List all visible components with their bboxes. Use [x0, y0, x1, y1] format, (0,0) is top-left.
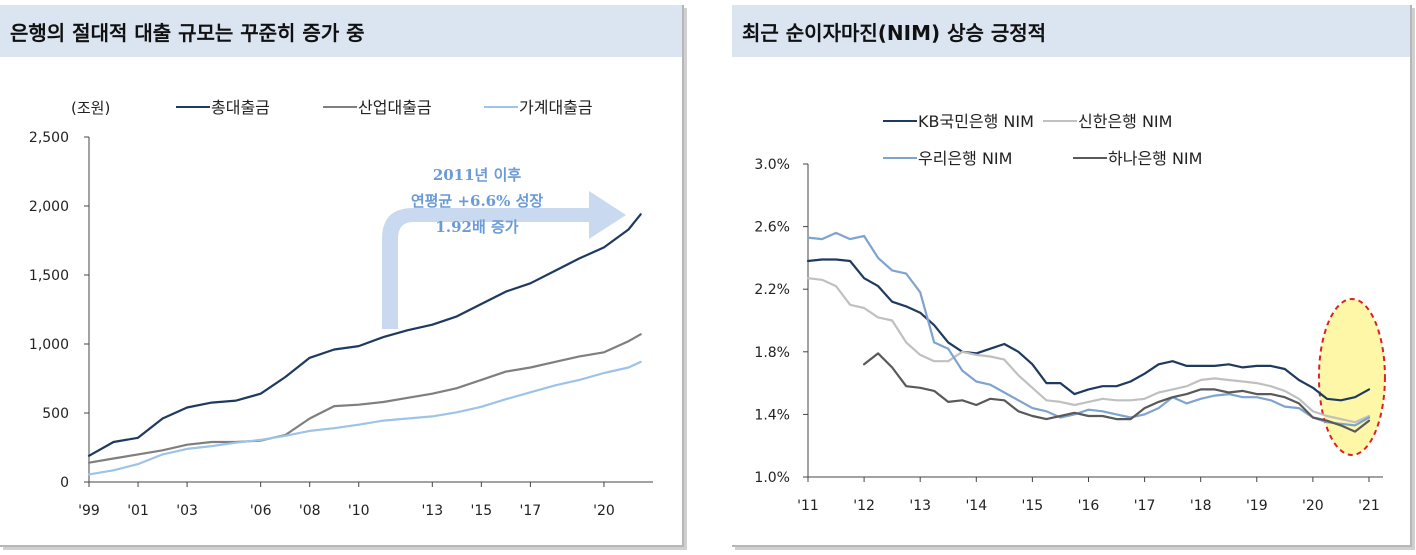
x-tick-label: '13	[421, 503, 443, 519]
y-tick-label: 2,500	[29, 130, 69, 146]
x-tick-label: '14	[965, 498, 987, 514]
legend-label: 하나은행 NIM	[1108, 149, 1202, 168]
series-line-3	[806, 231, 1371, 427]
x-tick-label: '17	[520, 503, 542, 519]
annotation-line: 연평균 +6.6% 성장	[411, 192, 544, 210]
annotation-line: 2011년 이후	[433, 166, 522, 184]
y-tick-label: 1.8%	[754, 345, 790, 361]
series-line-1	[87, 213, 642, 457]
nim-chart: 1.0% 1.4% 1.8% 2.2% 2.6% 3.0% '11 '12 '13 '14 '15 '…	[754, 112, 1386, 514]
x-tick-label: '15	[1022, 498, 1044, 514]
x-tick-label: '16	[1078, 498, 1100, 514]
legend-label: 산업대출금	[358, 98, 432, 117]
legend-label: 가계대출금	[519, 98, 593, 117]
x-tick-label: '03	[176, 503, 198, 519]
y-tick-label: 1.0%	[754, 470, 790, 486]
right-chart-area: 1.0% 1.4% 1.8% 2.2% 2.6% 3.0% '11 '12 '13 '14 '15 '…	[732, 57, 1410, 545]
series-line-2	[87, 333, 642, 464]
right-panel-title: 최근 순이자마진(NIM) 상승 긍정적	[732, 5, 1410, 57]
y-tick-label: 1,500	[29, 268, 69, 284]
growth-arrow	[382, 191, 626, 329]
x-tick-label: '01	[127, 503, 149, 519]
y-tick-label: 3.0%	[754, 157, 790, 173]
x-tick-label: '08	[299, 503, 321, 519]
left-panel-title: 은행의 절대적 대출 규모는 꾸준히 증가 중	[0, 5, 682, 57]
x-tick-label: '15	[471, 503, 493, 519]
annotation-line: 1.92배 증가	[435, 218, 518, 236]
y-tick-label: 1.4%	[754, 407, 790, 423]
series-line-2	[806, 277, 1371, 424]
x-tick-label: '17	[1134, 498, 1156, 514]
legend-label: 우리은행 NIM	[918, 149, 1012, 168]
x-tick-label: '12	[853, 498, 875, 514]
left-chart-area: 0 500 1,000 1,500 2,000 2,500 '99 '01 '03 '06 '08 '…	[0, 57, 682, 545]
x-tick-label: '20	[593, 503, 615, 519]
series-line-1	[806, 258, 1371, 402]
y-tick-label: 2.6%	[754, 220, 790, 236]
y-tick-label: 2.2%	[754, 282, 790, 298]
y-tick-label: 2,000	[29, 199, 69, 215]
x-tick-label: '10	[348, 503, 370, 519]
x-tick-label: '21	[1358, 498, 1380, 514]
right-panel: 최근 순이자마진(NIM) 상승 긍정적 1.0% 1.4% 1.8% 2.2% 2.6…	[732, 5, 1412, 547]
y-tick-label: 1,000	[29, 337, 69, 353]
x-tick-label: '19	[1246, 498, 1268, 514]
x-tick-label: '13	[909, 498, 931, 514]
x-tick-label: '18	[1190, 498, 1212, 514]
y-tick-label: 500	[42, 406, 69, 422]
legend-label: 총대출금	[211, 98, 270, 117]
unit-label: (조원)	[71, 99, 110, 117]
x-tick-label: '06	[250, 503, 272, 519]
series-line-4	[863, 352, 1371, 433]
legend-label: 신한은행 NIM	[1078, 112, 1172, 131]
x-tick-label: '11	[797, 498, 819, 514]
series-line-3	[87, 360, 642, 476]
x-tick-label: '20	[1302, 498, 1324, 514]
left-panel: 은행의 절대적 대출 규모는 꾸준히 증가 중 0 500 1,000 1,500 2,…	[0, 5, 684, 547]
x-tick-label: '99	[78, 503, 100, 519]
loan-chart: 0 500 1,000 1,500 2,000 2,500 '99 '01 '03 '06 '08 '…	[29, 98, 653, 519]
y-tick-label: 0	[60, 475, 69, 491]
highlight-ellipse	[1317, 298, 1386, 456]
legend-label: KB국민은행 NIM	[918, 112, 1034, 131]
